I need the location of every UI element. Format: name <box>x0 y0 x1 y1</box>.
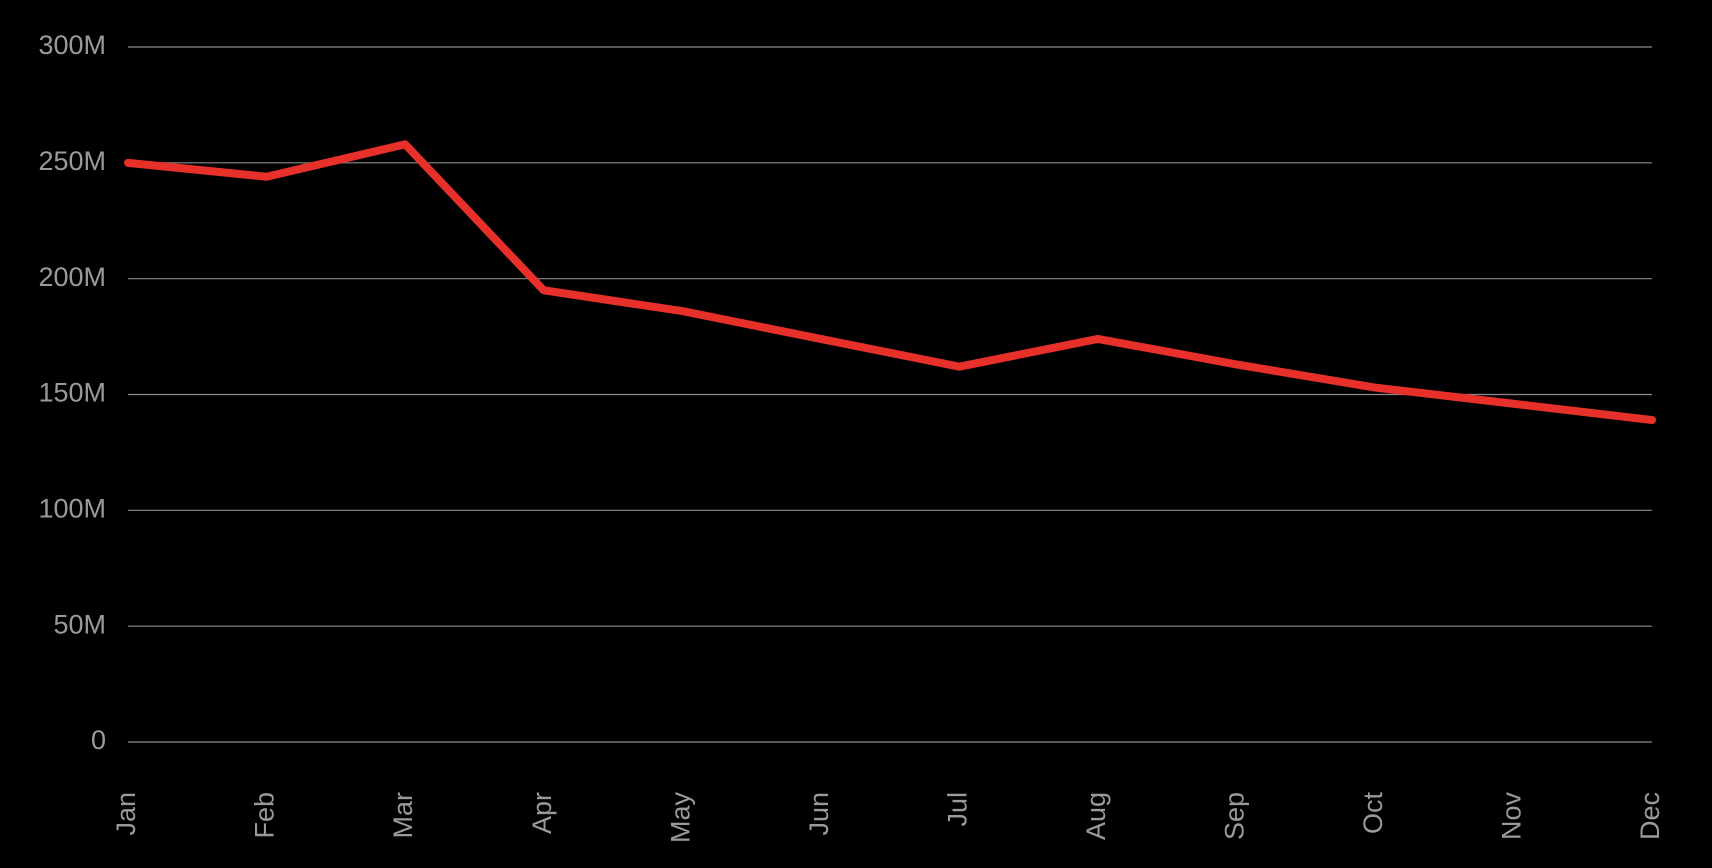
x-tick-label: Aug <box>1081 792 1111 840</box>
x-tick-label: Feb <box>250 792 280 839</box>
y-tick-label: 150M <box>38 378 106 408</box>
x-tick-label: Apr <box>527 792 557 834</box>
y-tick-label: 0 <box>91 725 106 755</box>
y-tick-label: 50M <box>53 609 106 639</box>
y-tick-label: 200M <box>38 262 106 292</box>
x-tick-label: May <box>665 792 695 844</box>
x-tick-label: Sep <box>1219 792 1249 840</box>
x-tick-label: Jul <box>942 792 972 827</box>
y-tick-label: 250M <box>38 146 106 176</box>
y-tick-label: 300M <box>38 30 106 60</box>
x-tick-label: Oct <box>1358 792 1388 835</box>
x-tick-label: Nov <box>1497 792 1527 841</box>
x-tick-label: Jan <box>111 792 141 836</box>
x-tick-label: Mar <box>388 792 418 839</box>
x-tick-label: Dec <box>1635 792 1665 840</box>
y-tick-label: 100M <box>38 493 106 523</box>
x-tick-label: Jun <box>804 792 834 836</box>
data-line <box>124 140 1656 424</box>
